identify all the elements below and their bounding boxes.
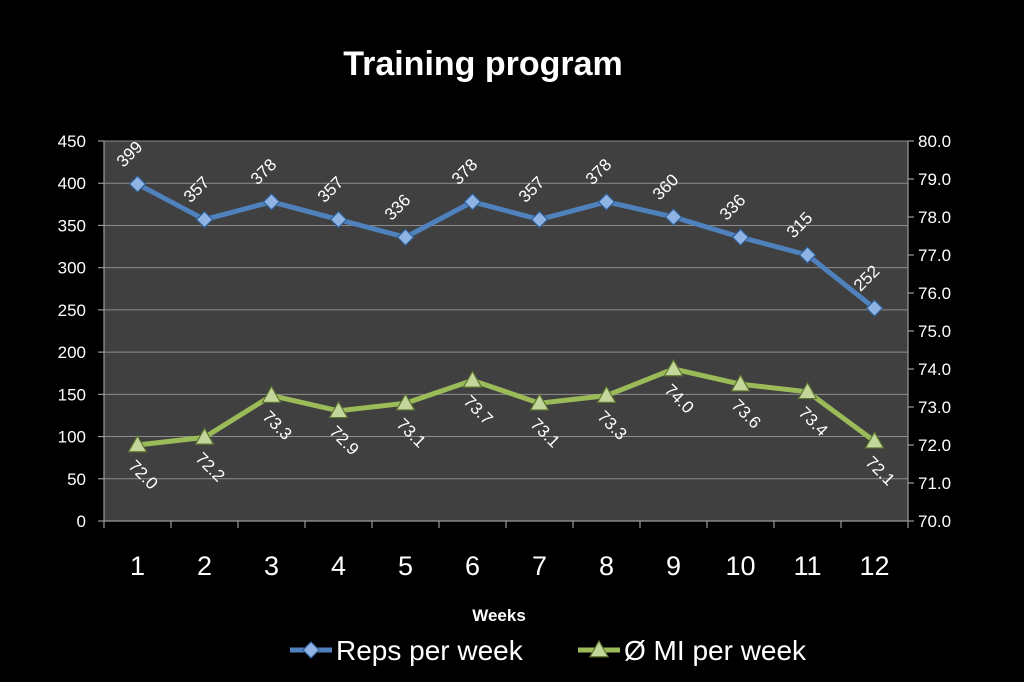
- legend-reps-marker: [302, 641, 320, 659]
- chart-title: Training program: [343, 45, 623, 83]
- left-tick-label: 0: [77, 512, 86, 531]
- gridlines: [104, 140, 908, 480]
- right-tick-label: 75.0: [918, 322, 951, 341]
- x-tick-label: 2: [197, 551, 212, 581]
- mi-point: [328, 400, 349, 419]
- left-tick-label: 450: [58, 132, 86, 151]
- legend-mi-marker: [588, 639, 610, 658]
- legend-reps-label: Reps per week: [336, 635, 524, 666]
- x-tick-label: 7: [532, 551, 547, 581]
- right-tick-label: 73.0: [918, 398, 951, 417]
- left-tick-label: 400: [58, 174, 86, 193]
- right-tick-label: 70.0: [918, 512, 951, 531]
- mi-point: [194, 427, 215, 445]
- x-tick-label: 9: [666, 551, 681, 581]
- reps-point: [329, 210, 348, 229]
- mi-point: [261, 385, 282, 403]
- reps-point: [128, 175, 147, 193]
- x-tick-label: 6: [465, 551, 480, 581]
- x-tick-label: 10: [725, 551, 755, 581]
- right-tick-label: 76.0: [918, 284, 951, 303]
- reps-point: [865, 299, 884, 318]
- right-tick-label: 77.0: [918, 246, 951, 265]
- x-tick-label: 1: [130, 551, 145, 581]
- right-tick-label: 79.0: [918, 170, 951, 189]
- right-tick-label: 72.0: [918, 436, 951, 455]
- x-axis-ticks: 1 2 3 4 5 6 7 8 9 10 11 12: [103, 521, 909, 581]
- mi-point: [596, 385, 617, 403]
- x-tick-label: 12: [859, 551, 889, 581]
- reps-point: [530, 210, 549, 229]
- x-tick-label: 8: [599, 551, 614, 581]
- x-axis-label: Weeks: [472, 606, 526, 625]
- right-tick-label: 71.0: [918, 474, 951, 493]
- left-tick-label: 200: [58, 343, 86, 362]
- left-tick-label: 350: [58, 216, 86, 235]
- mi-point: [730, 373, 751, 392]
- mi-point: [127, 434, 148, 453]
- left-tick-label: 100: [58, 428, 86, 447]
- reps-point: [463, 192, 482, 211]
- reps-point: [597, 192, 616, 211]
- mi-series-line: [135, 366, 877, 448]
- right-tick-label: 74.0: [918, 360, 951, 379]
- right-tick-label: 78.0: [918, 208, 951, 227]
- series-layer: [127, 175, 885, 453]
- x-tick-label: 3: [264, 551, 279, 581]
- x-tick-label: 5: [398, 551, 413, 581]
- reps-point: [664, 208, 683, 226]
- mi-point: [529, 392, 550, 411]
- reps-point: [798, 246, 817, 264]
- left-tick-label: 50: [67, 470, 86, 489]
- left-axis-ticks: 0 50 100 150 200 250 300 350 400 450: [58, 132, 104, 531]
- x-tick-label: 4: [331, 551, 346, 581]
- mi-point: [462, 370, 483, 388]
- left-tick-label: 250: [58, 301, 86, 320]
- right-tick-label: 80.0: [918, 132, 951, 151]
- reps-point: [731, 228, 750, 247]
- reps-point: [262, 192, 281, 211]
- left-tick-label: 150: [58, 385, 86, 404]
- legend-mi-label: Ø MI per week: [624, 635, 807, 666]
- mi-point: [864, 430, 885, 449]
- right-axis-ticks: 70.0 71.0 72.0 73.0 74.0 75.0 76.0 77.0 78.0 79.0…: [908, 132, 951, 531]
- mi-point: [395, 392, 416, 411]
- plot-area: [104, 141, 908, 521]
- reps-series-line: [135, 181, 877, 311]
- reps-point: [195, 210, 214, 229]
- legend: Reps per week Ø MI per week: [290, 635, 807, 666]
- x-tick-label: 11: [793, 551, 821, 581]
- mi-point: [663, 358, 684, 377]
- plot-background: [104, 141, 908, 521]
- left-tick-label: 300: [58, 259, 86, 278]
- reps-point: [396, 228, 415, 247]
- mi-point: [797, 381, 818, 400]
